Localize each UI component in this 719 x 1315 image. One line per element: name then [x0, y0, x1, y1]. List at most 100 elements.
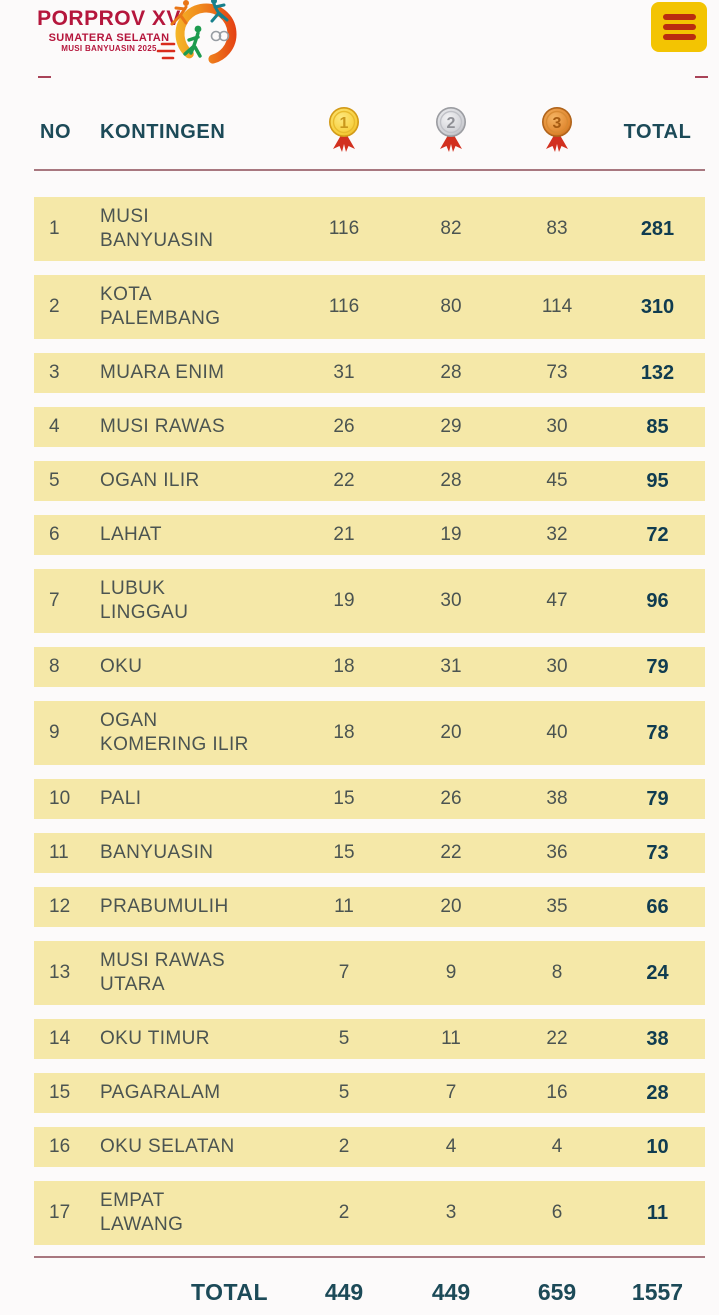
kontingen-cell: PAGARALAM	[100, 1082, 221, 1103]
bronze-cell: 4	[551, 1136, 563, 1157]
column-header-silver: 2	[398, 106, 504, 158]
rank-cell: 13	[49, 962, 71, 983]
table-row: 4 MUSI RAWAS 26 29 30 85	[34, 407, 705, 447]
logo-subtitle-2: MUSI BANYUASIN 2025	[61, 44, 157, 53]
gold-cell: 18	[333, 656, 355, 677]
table-row: 9 OGAN KOMERING ILIR 18 20 40 78	[34, 701, 705, 765]
total-cell: 95	[646, 470, 669, 492]
silver-cell: 7	[445, 1082, 457, 1103]
kontingen-cell: LAHAT	[100, 524, 162, 545]
kontingen-cell: PRABUMULIH	[100, 896, 229, 917]
silver-cell: 29	[440, 416, 462, 437]
silver-cell: 28	[440, 470, 462, 491]
gold-cell: 2	[338, 1136, 350, 1157]
gold-cell: 11	[334, 896, 354, 917]
table-row: 12 PRABUMULIH 11 20 35 66	[34, 887, 705, 927]
rank-cell: 11	[49, 842, 69, 863]
gold-cell: 7	[338, 962, 350, 983]
gold-cell: 31	[333, 362, 355, 383]
bronze-cell: 8	[551, 962, 563, 983]
bronze-cell: 73	[546, 362, 568, 383]
bronze-cell: 32	[546, 524, 568, 545]
silver-cell: 22	[440, 842, 462, 863]
footer-gold-total: 449	[324, 1278, 364, 1305]
kontingen-cell: KOTA PALEMBANG	[100, 284, 221, 329]
app-header: PORPROV XV SUMATERA SELATAN MUSI BANYUAS…	[0, 0, 719, 90]
total-cell: 79	[646, 656, 669, 678]
footer-grand-total: 1557	[631, 1278, 684, 1305]
gold-cell: 2	[338, 1202, 350, 1223]
header-divider-dash-right	[695, 76, 708, 78]
table-row: 16 OKU SELATAN 2 4 4 10	[34, 1127, 705, 1167]
gold-cell: 15	[333, 842, 355, 863]
total-cell: 24	[646, 962, 669, 984]
kontingen-cell: OGAN KOMERING ILIR	[100, 710, 249, 755]
gold-cell: 116	[328, 296, 360, 317]
bronze-cell: 16	[546, 1082, 568, 1103]
table-row: 6 LAHAT 21 19 32 72	[34, 515, 705, 555]
column-header-no: NO	[40, 120, 72, 143]
bronze-cell: 47	[546, 590, 568, 611]
total-cell: 96	[646, 590, 669, 612]
total-cell: 10	[646, 1136, 669, 1158]
table-row: 11 BANYUASIN 15 22 36 73	[34, 833, 705, 873]
table-row: 17 EMPAT LAWANG 2 3 6 11	[34, 1181, 705, 1245]
column-header-bronze: 3	[504, 106, 610, 158]
rank-cell: 10	[49, 788, 71, 809]
rank-cell: 8	[49, 656, 60, 677]
kontingen-cell: MUSI RAWAS	[100, 416, 226, 437]
total-cell: 28	[646, 1082, 669, 1104]
footer-bronze-total: 659	[537, 1278, 577, 1305]
kontingen-cell: OKU SELATAN	[100, 1136, 235, 1157]
menu-button[interactable]	[651, 2, 707, 52]
gold-medal-icon: 1	[329, 107, 359, 152]
silver-cell: 11	[441, 1028, 461, 1049]
gold-cell: 18	[333, 722, 355, 743]
total-cell: 281	[640, 218, 675, 240]
rank-cell: 1	[49, 218, 60, 239]
bronze-cell: 30	[546, 416, 568, 437]
table-footer: TOTAL 449 449 659 1557	[34, 1268, 705, 1315]
bronze-cell: 6	[551, 1202, 563, 1223]
kontingen-cell: PALI	[100, 788, 142, 809]
svg-text:2: 2	[447, 115, 456, 132]
bronze-cell: 83	[546, 218, 568, 239]
gold-cell: 22	[333, 470, 355, 491]
bronze-cell: 40	[546, 722, 568, 743]
total-cell: 72	[646, 524, 669, 546]
rank-cell: 7	[49, 590, 60, 611]
total-cell: 78	[646, 722, 669, 744]
header-divider-dash-left	[38, 76, 51, 78]
rank-cell: 6	[49, 524, 60, 545]
total-cell: 85	[646, 416, 669, 438]
column-header-gold: 1	[290, 106, 398, 158]
total-cell: 79	[646, 788, 669, 810]
rank-cell: 12	[49, 896, 71, 917]
table-footer-divider	[34, 1256, 705, 1258]
kontingen-cell: EMPAT LAWANG	[100, 1190, 184, 1235]
silver-cell: 30	[440, 590, 462, 611]
rank-cell: 5	[49, 470, 60, 491]
gold-cell: 5	[338, 1028, 350, 1049]
total-cell: 73	[646, 842, 669, 864]
kontingen-cell: BANYUASIN	[100, 842, 214, 863]
column-header-kontingen: KONTINGEN	[100, 120, 226, 143]
table-row: 14 OKU TIMUR 5 11 22 38	[34, 1019, 705, 1059]
gold-cell: 19	[333, 590, 355, 611]
rank-cell: 17	[49, 1202, 71, 1223]
gold-cell: 15	[333, 788, 355, 809]
bronze-cell: 30	[546, 656, 568, 677]
table-header-divider	[34, 169, 705, 171]
kontingen-cell: LUBUK LINGGAU	[100, 578, 189, 623]
bronze-cell: 114	[541, 296, 573, 317]
gold-cell: 5	[338, 1082, 350, 1103]
kontingen-cell: MUARA ENIM	[100, 362, 225, 383]
silver-cell: 26	[440, 788, 462, 809]
rank-cell: 15	[49, 1082, 71, 1103]
kontingen-cell: OGAN ILIR	[100, 470, 200, 491]
silver-cell: 28	[440, 362, 462, 383]
silver-cell: 31	[440, 656, 462, 677]
silver-medal-icon: 2	[436, 107, 466, 152]
silver-cell: 80	[440, 296, 462, 317]
silver-cell: 82	[440, 218, 462, 239]
